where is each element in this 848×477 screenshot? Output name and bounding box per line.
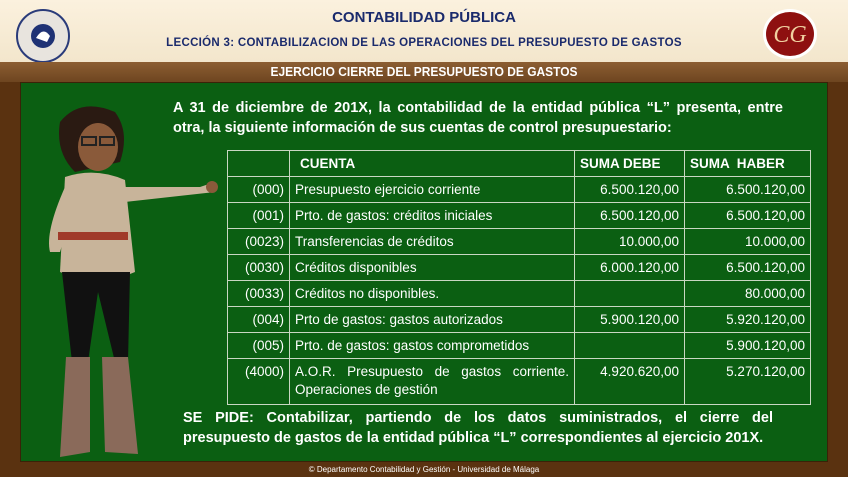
col-code-header bbox=[227, 150, 290, 177]
account-name: Créditos disponibles bbox=[289, 254, 575, 281]
debit-sum: 5.900.120,00 bbox=[574, 306, 685, 333]
credit-sum: 80.000,00 bbox=[684, 280, 811, 307]
account-name: Presupuesto ejercicio corriente bbox=[289, 176, 575, 203]
debit-sum bbox=[574, 332, 685, 359]
debit-sum: 6.000.120,00 bbox=[574, 254, 685, 281]
credit-sum: 5.920.120,00 bbox=[684, 306, 811, 333]
account-code: (004) bbox=[227, 306, 290, 333]
table-row: (005) Prto. de gastos: gastos comprometid… bbox=[227, 332, 811, 359]
lesson-subtitle: LECCIÓN 3: CONTABILIZACION DE LAS OPERAC… bbox=[166, 37, 682, 49]
frame-top bbox=[0, 62, 848, 82]
account-name: A.O.R. Presupuesto de gastos corriente. … bbox=[289, 358, 575, 405]
account-name: Créditos no disponibles. bbox=[289, 280, 575, 307]
account-code: (0023) bbox=[227, 228, 290, 255]
account-name: Transferencias de créditos bbox=[289, 228, 575, 255]
account-name: Prto de gastos: gastos autorizados bbox=[289, 306, 575, 333]
table-row: (000) Presupuesto ejercicio corriente 6.50… bbox=[227, 176, 811, 203]
account-name: Prto. de gastos: gastos comprometidos bbox=[289, 332, 575, 359]
page-title: CONTABILIDAD PÚBLICA bbox=[332, 9, 516, 26]
credit-sum: 5.900.120,00 bbox=[684, 332, 811, 359]
task-statement: SE PIDE: Contabilizar, partiendo de los … bbox=[183, 408, 773, 448]
table-header-row: CUENTA SUMA DEBE SUMA HABER bbox=[227, 150, 811, 177]
debit-sum: 6.500.120,00 bbox=[574, 202, 685, 229]
account-code: (001) bbox=[227, 202, 290, 229]
table-row: (0030) Créditos disponibles 6.000.120,00 6.… bbox=[227, 254, 811, 281]
credit-sum: 10.000,00 bbox=[684, 228, 811, 255]
col-credit-header: SUMA HABER bbox=[684, 150, 811, 177]
credit-sum: 6.500.120,00 bbox=[684, 254, 811, 281]
table-row: (001) Prto. de gastos: créditos iniciales… bbox=[227, 202, 811, 229]
task-label: SE PIDE bbox=[183, 410, 249, 426]
teacher-illustration bbox=[49, 106, 218, 457]
account-code: (000) bbox=[227, 176, 290, 203]
debit-sum bbox=[574, 280, 685, 307]
table-row: (004) Prto de gastos: gastos autorizados 5… bbox=[227, 306, 811, 333]
account-name: Prto. de gastos: créditos iniciales bbox=[289, 202, 575, 229]
accounts-table: CUENTA SUMA DEBE SUMA HABER (000) Presupu… bbox=[227, 150, 811, 405]
table-row: (4000) A.O.R. Presupuesto de gastos corri… bbox=[227, 358, 811, 405]
credit-sum: 6.500.120,00 bbox=[684, 202, 811, 229]
footer-copyright: © Departamento Contabilidad y Gestión - … bbox=[308, 465, 540, 474]
credit-sum: 5.270.120,00 bbox=[684, 358, 811, 405]
credit-sum: 6.500.120,00 bbox=[684, 176, 811, 203]
account-code: (4000) bbox=[227, 358, 290, 405]
header bbox=[0, 0, 848, 62]
table-row: (0033) Créditos no disponibles. 80.000,00 bbox=[227, 280, 811, 307]
exercise-title: EJERCICIO CIERRE DEL PRESUPUESTO DE GAST… bbox=[270, 64, 578, 79]
account-code: (0030) bbox=[227, 254, 290, 281]
debit-sum: 6.500.120,00 bbox=[574, 176, 685, 203]
table-row: (0023) Transferencias de créditos 10.000,0… bbox=[227, 228, 811, 255]
col-debit-header: SUMA DEBE bbox=[574, 150, 685, 177]
debit-sum: 4.920.620,00 bbox=[574, 358, 685, 405]
cg-logo-text: CG bbox=[773, 22, 806, 48]
university-seal-logo bbox=[16, 9, 70, 63]
exercise-intro: A 31 de diciembre de 201X, la contabilid… bbox=[173, 100, 783, 136]
col-account-header: CUENTA bbox=[289, 150, 575, 177]
account-code: (0033) bbox=[227, 280, 290, 307]
account-code: (005) bbox=[227, 332, 290, 359]
cg-logo: CG bbox=[763, 9, 817, 59]
task-text: : Contabilizar, partiendo de los datos s… bbox=[183, 410, 773, 446]
debit-sum: 10.000,00 bbox=[574, 228, 685, 255]
